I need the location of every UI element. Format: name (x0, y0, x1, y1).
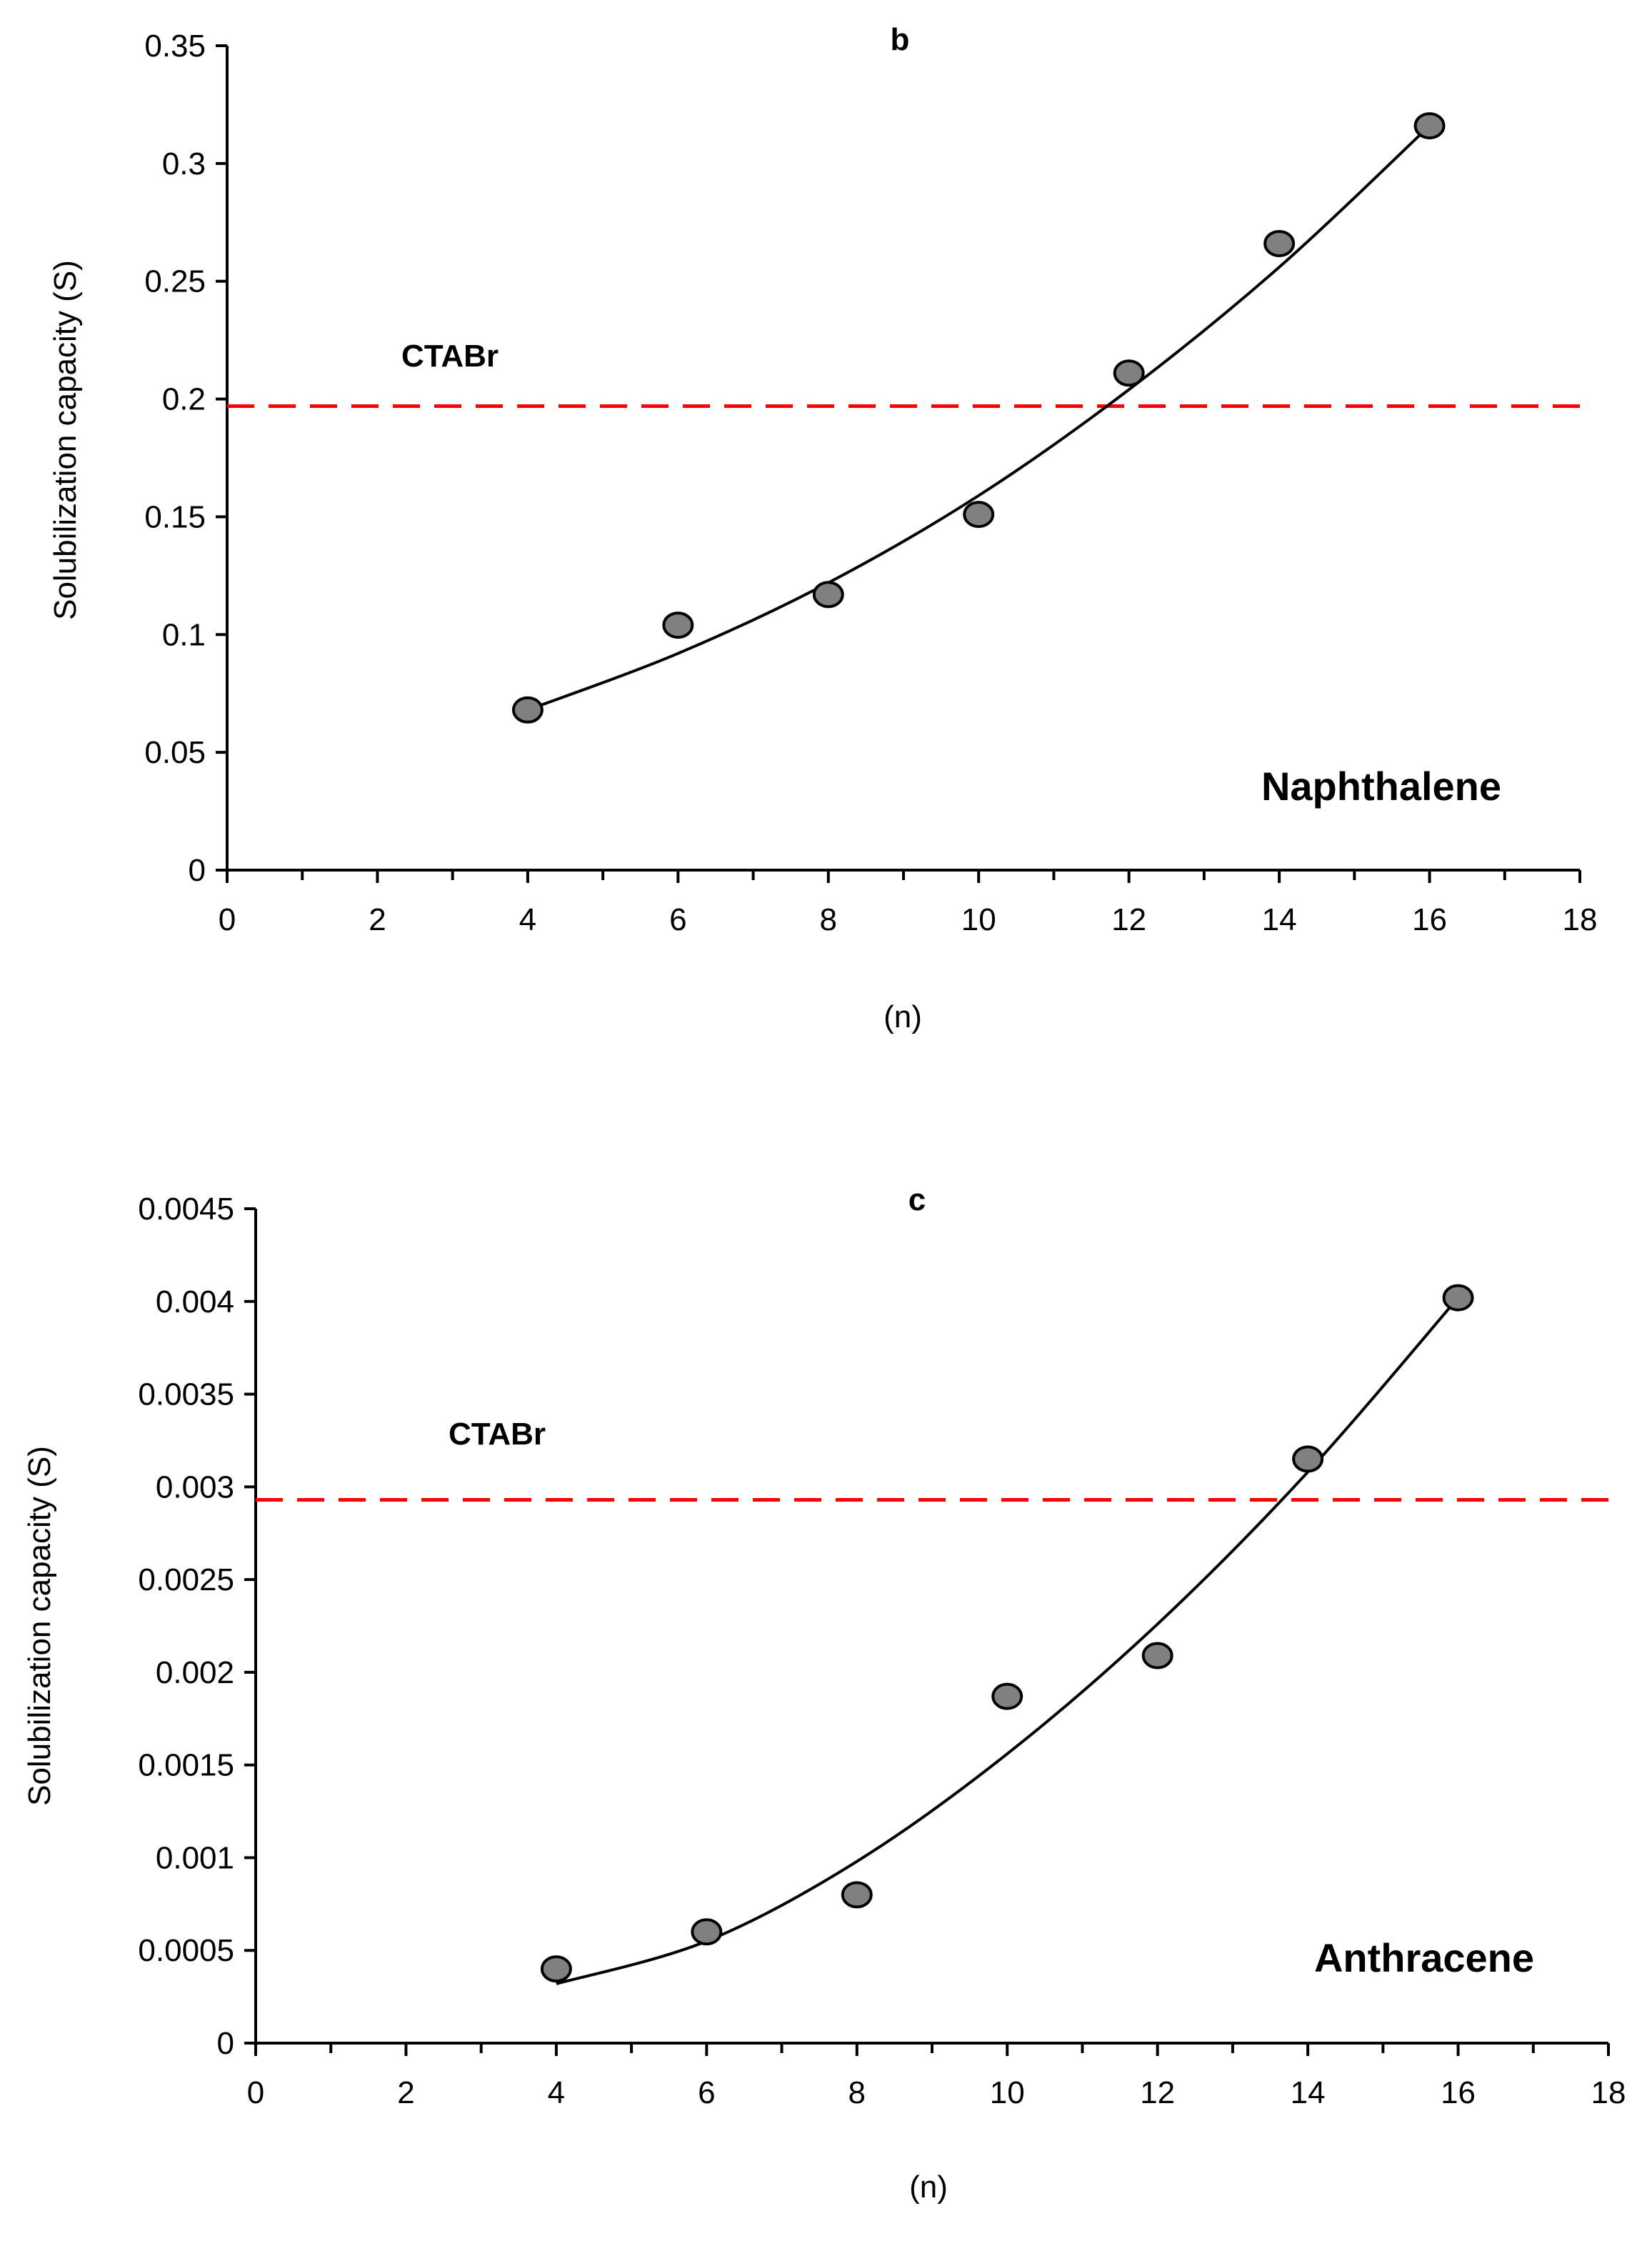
reference-label-c: CTABr (449, 1417, 546, 1452)
reference-label-b: CTABr (401, 339, 499, 374)
y-tick-label: 0.001 (156, 1840, 234, 1875)
y-tick-label: 0.003 (156, 1469, 234, 1504)
chart-panel-b: 0 0.05 0.1 0.15 0.2 0.25 0.3 0.35 0 2 4 6 8 10 12 14 16 1… (48, 22, 1597, 1034)
y-tick-label: 0 (189, 853, 206, 888)
panel-letter-b: b (891, 22, 910, 57)
y-tick-label: 0.3 (162, 146, 206, 181)
points-group-c (540, 1284, 1474, 1983)
data-point (1413, 112, 1446, 140)
chart-panel-c: 0 0.0005 0.001 0.0015 0.002 0.0025 0.003 0.0035… (22, 1182, 1626, 2205)
y-tick-label: 0.0005 (138, 1933, 234, 1968)
y-tick-label: 0.15 (144, 499, 206, 534)
data-point (691, 1918, 723, 1946)
data-point (1263, 229, 1296, 257)
data-point (662, 612, 694, 639)
x-tick-label: 6 (698, 2075, 715, 2110)
y-tick-label: 0.05 (144, 735, 206, 770)
compound-label-anthracene: Anthracene (1314, 1935, 1534, 1980)
x-tick-label: 12 (1111, 902, 1146, 937)
y-tick-label: 0.25 (144, 264, 206, 299)
x-tick-label: 8 (848, 2075, 866, 2110)
y-tick-label: 0.1 (162, 617, 206, 652)
data-point (511, 696, 544, 724)
x-tick-label: 10 (961, 902, 996, 937)
x-tick-label: 2 (397, 2075, 414, 2110)
y-tick-label: 0 (217, 2026, 234, 2061)
x-tick-label: 16 (1412, 902, 1447, 937)
x-tick-label: 14 (1291, 2075, 1326, 2110)
y-tick-label: 0.002 (156, 1655, 234, 1690)
x-axis-title-b: (n) (883, 999, 922, 1034)
y-tick-label: 0.0035 (138, 1377, 234, 1412)
x-tick-label: 18 (1591, 2075, 1626, 2110)
x-tick-label: 0 (247, 2075, 264, 2110)
trendline (556, 1297, 1460, 1985)
x-tick-label: 10 (990, 2075, 1025, 2110)
x-tick-label: 2 (369, 902, 386, 937)
y-tick-label: 0.0025 (138, 1562, 234, 1597)
data-point (991, 1682, 1023, 1710)
x-tick-label: 0 (219, 902, 236, 937)
data-point (812, 581, 844, 609)
data-point (963, 501, 995, 529)
y-tick-label: 0.2 (162, 382, 206, 417)
x-tick-label: 4 (519, 902, 536, 937)
y-tick-label: 0.0015 (138, 1748, 234, 1783)
x-tick-label: 4 (548, 2075, 565, 2110)
x-tick-label: 8 (820, 902, 837, 937)
x-tick-label: 14 (1262, 902, 1297, 937)
y-tick-label: 0.0045 (138, 1192, 234, 1227)
axes-c: 0 0.0005 0.001 0.0015 0.002 0.0025 0.003 0.0035… (138, 1192, 1626, 2110)
x-tick-label: 12 (1140, 2075, 1175, 2110)
x-tick-label: 6 (669, 902, 686, 937)
data-point (841, 1881, 873, 1909)
data-point (1442, 1284, 1474, 1312)
y-axis-title-c: Solubilization capacity (S) (22, 1446, 57, 1806)
data-point (540, 1955, 572, 1983)
x-tick-label: 18 (1563, 902, 1598, 937)
trendline (527, 124, 1431, 712)
y-tick-label: 0.35 (144, 29, 206, 64)
x-axis-title-c: (n) (909, 2170, 948, 2205)
panel-letter-c: c (908, 1182, 926, 1217)
trendline-group-b (527, 124, 1431, 712)
data-point (1141, 1642, 1173, 1669)
data-point (1113, 359, 1145, 387)
x-tick-label: 16 (1441, 2075, 1476, 2110)
axes-b: 0 0.05 0.1 0.15 0.2 0.25 0.3 0.35 0 2 4 6 8 10 12 14 16 1… (144, 29, 1597, 937)
y-tick-label: 0.004 (156, 1284, 234, 1319)
data-point (1292, 1445, 1324, 1473)
compound-label-naphthalene: Naphthalene (1261, 764, 1501, 809)
y-axis-title-b: Solubilization capacity (S) (48, 260, 83, 620)
points-group-b (511, 112, 1446, 724)
trendline-group-c (556, 1297, 1460, 1985)
